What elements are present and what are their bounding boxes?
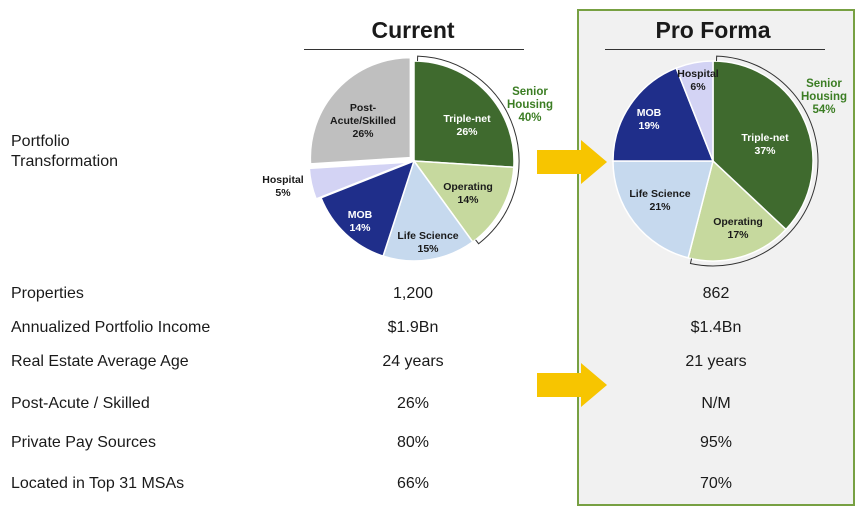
pro-forma-pie-chart: Triple-net 37% Operating 17% Life Science 21%… <box>612 55 847 267</box>
senior-housing-label: Senior Housing 40% <box>507 86 553 124</box>
pie-label-life-science: Life Science 15% <box>397 230 458 255</box>
pie-slice-hospital <box>308 161 410 200</box>
current-header: Current <box>371 17 455 43</box>
pie-slice-operating <box>412 160 515 243</box>
current-top-msas: 66% <box>396 475 430 492</box>
pro-forma-post-acute: N/M <box>701 395 731 412</box>
current-private-pay: 80% <box>396 434 430 451</box>
pie-label-life-science: Life Science 21% <box>629 188 690 213</box>
portfolio-label-line-2: Transformation <box>11 153 118 170</box>
current-income: $1.9Bn <box>387 319 439 336</box>
portfolio-label-line-1: Portfolio <box>11 133 70 150</box>
pie-label-triple-net: Triple-net 26% <box>443 113 491 138</box>
current-age: 24 years <box>382 353 444 370</box>
arrow-shape <box>537 140 607 184</box>
senior-housing-bracket <box>689 55 819 267</box>
row-label-top-msas: Located in Top 31 MSAs <box>11 475 185 492</box>
pro-forma-header: Pro Forma <box>655 17 771 43</box>
pie-slice-mob <box>612 67 715 162</box>
pie-slice-triple-net <box>413 60 515 169</box>
row-label-post-acute: Post-Acute / Skilled <box>11 395 150 412</box>
pie-label-operating: Operating 17% <box>713 216 763 241</box>
arrow-right-icon <box>537 140 607 184</box>
current-pie-chart: Triple-net 26% Operating 14% Life Science 15%… <box>262 55 553 262</box>
portfolio-transformation-label: Portfolio Transformation <box>11 132 118 172</box>
pro-forma-top-msas: 70% <box>699 475 733 492</box>
current-post-acute: 26% <box>396 395 430 412</box>
arrow-shape <box>537 363 607 407</box>
current-header-rule <box>304 49 524 50</box>
pie-slice-triple-net <box>712 60 814 231</box>
pie-slice-mob <box>320 159 416 258</box>
row-label-private-pay: Private Pay Sources <box>11 434 156 451</box>
pie-label-post-acute-skilled: Post-Acute/Skilled 26% <box>330 102 396 140</box>
senior-housing-label: Senior Housing 54% <box>801 78 847 116</box>
pro-forma-header-rule <box>605 49 825 50</box>
pie-label-hospital: Hospital 6% <box>677 68 719 93</box>
pro-forma-private-pay: 95% <box>699 434 733 451</box>
pie-slice-life-science <box>382 159 474 262</box>
pie-slice-hospital <box>675 60 714 162</box>
pie-label-mob: MOB 19% <box>637 107 662 132</box>
pie-label-mob: MOB 14% <box>348 209 373 234</box>
row-label-age: Real Estate Average Age <box>11 353 189 370</box>
pro-forma-properties: 862 <box>702 285 730 302</box>
arrow-right-icon <box>537 363 607 407</box>
pie-label-triple-net: Triple-net 37% <box>741 132 789 157</box>
pro-forma-age: 21 years <box>685 353 747 370</box>
pie-label-operating: Operating 14% <box>443 181 493 206</box>
pro-forma-income: $1.4Bn <box>690 319 742 336</box>
pie-slice-post-acute-skilled <box>309 56 412 165</box>
pie-slice-life-science <box>612 160 714 259</box>
pie-label-hospital: Hospital 5% <box>262 174 304 199</box>
current-properties: 1,200 <box>392 285 434 302</box>
row-label-income: Annualized Portfolio Income <box>11 319 211 336</box>
pie-slice-operating <box>687 159 787 262</box>
senior-housing-bracket <box>416 55 520 245</box>
row-label-properties: Properties <box>11 285 84 302</box>
